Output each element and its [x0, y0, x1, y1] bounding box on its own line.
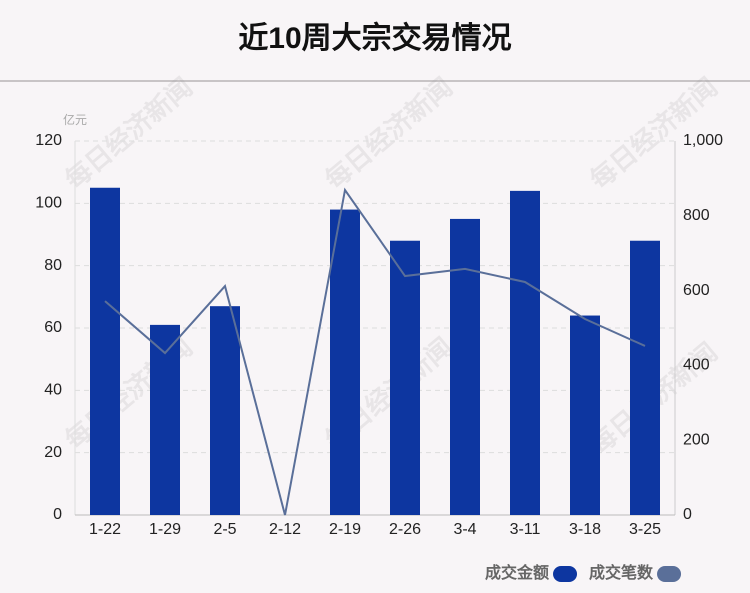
y2-tick-label: 1,000 [683, 132, 723, 149]
y-tick-label: 80 [44, 257, 62, 274]
bar [570, 315, 600, 515]
y-tick-label: 60 [44, 319, 62, 336]
legend-swatch [553, 566, 578, 582]
bar [330, 209, 360, 516]
x-tick-label: 3-4 [453, 521, 476, 538]
x-tick-label: 3-11 [510, 521, 541, 538]
y-unit: 亿元 [63, 112, 87, 127]
y-tick-label: 40 [44, 382, 62, 399]
legend-label: 成交金额 [485, 563, 549, 582]
y-tick-label: 120 [35, 132, 62, 149]
line [104, 187, 646, 516]
y2-tick-label: 0 [683, 506, 692, 523]
y2-tick-label: 600 [683, 282, 710, 299]
legend-swatch [657, 566, 682, 582]
x-tick-label: 3-18 [569, 521, 601, 538]
y-tick-label: 0 [53, 506, 62, 523]
bar [510, 190, 540, 515]
y2-tick-label: 800 [683, 207, 710, 224]
bar [90, 187, 120, 515]
x-tick-label: 1-22 [89, 521, 121, 538]
x-tick-label: 2-5 [213, 521, 236, 538]
x-tick-label: 3-25 [629, 521, 661, 538]
bar [450, 218, 480, 515]
bar [150, 324, 180, 515]
y-tick-label: 100 [35, 195, 62, 212]
x-tick-label: 2-19 [329, 521, 361, 538]
y2-tick-label: 400 [683, 357, 710, 374]
bar [630, 240, 660, 515]
x-tick-label: 2-12 [269, 521, 301, 538]
y-tick-label: 20 [44, 444, 62, 461]
y2-tick-label: 200 [683, 431, 710, 448]
bar [210, 306, 240, 515]
x-tick-label: 1-29 [149, 521, 181, 538]
bar [390, 240, 420, 515]
legend-label: 成交笔数 [589, 563, 654, 582]
chart-title: 近10周大宗交易情况 [238, 21, 511, 55]
x-tick-label: 2-26 [389, 521, 421, 538]
